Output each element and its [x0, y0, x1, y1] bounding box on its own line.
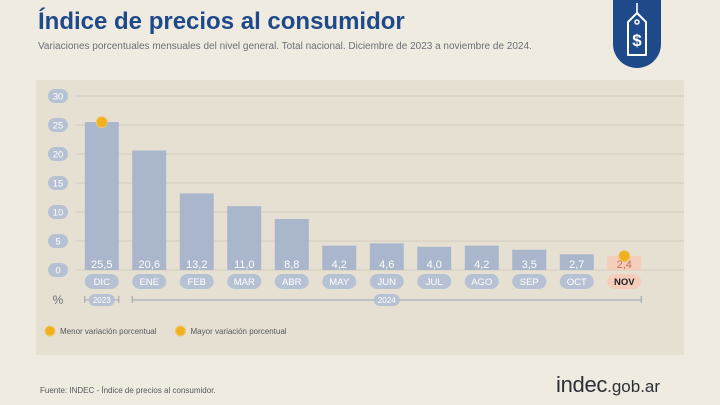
year-label: 2023: [93, 296, 111, 305]
y-tick-pill: [48, 147, 68, 161]
bar-value-label: 25,5: [91, 259, 112, 271]
bar-value-label: 2,4: [617, 259, 632, 271]
category-pill: [369, 274, 404, 289]
bar: [84, 122, 119, 270]
category-pill: [559, 274, 594, 289]
category-label: DIC: [94, 277, 111, 288]
bar: [464, 245, 499, 270]
bar: [512, 249, 547, 270]
bar: [417, 246, 452, 270]
indec-logo: indec.gob.ar: [556, 372, 660, 398]
category-label: OCT: [567, 277, 587, 288]
category-pill: [274, 274, 309, 289]
bar: [179, 193, 214, 270]
category-label: MAY: [329, 277, 350, 288]
source-note: Fuente: INDEC - Índice de precios al con…: [40, 386, 216, 395]
category-label: ABR: [282, 277, 302, 288]
y-tick-pill: [48, 118, 68, 132]
bar-value-label: 8,8: [284, 259, 299, 271]
y-tick-pill: [48, 205, 68, 219]
category-pill: [227, 274, 262, 289]
category-pill: [179, 274, 214, 289]
bar: [227, 206, 262, 270]
bar-value-label: 4,2: [332, 259, 347, 271]
y-axis-unit: %: [53, 293, 64, 307]
svg-text:$: $: [632, 31, 642, 50]
bar: [132, 150, 167, 270]
y-tick-label: 5: [55, 237, 60, 248]
legend-label: Mayor variación porcentual: [191, 327, 287, 336]
bar-chart: 0 5 10 15 20 25 30% 25,5 DIC 20,6 ENE 13,2 FEB 11,0 MA…: [44, 89, 684, 337]
category-label: ENE: [139, 277, 159, 288]
category-label: MAR: [234, 277, 255, 288]
bar-value-label: 13,2: [186, 259, 207, 271]
y-tick-label: 0: [55, 266, 60, 277]
y-tick-label: 25: [53, 121, 64, 132]
bar-value-label: 4,2: [474, 259, 489, 271]
brand-main: indec: [556, 372, 608, 397]
y-tick-label: 10: [53, 208, 64, 219]
category-label: SEP: [520, 277, 539, 288]
bar: [274, 218, 309, 270]
category-pill: [417, 274, 452, 289]
y-tick-pill: [48, 89, 68, 103]
category-label: JUN: [378, 277, 397, 288]
page-title: Índice de precios al consumidor: [38, 8, 405, 35]
legend-marker-min: [44, 325, 56, 337]
chart-panel: 0 5 10 15 20 25 30% 25,5 DIC 20,6 ENE 13,2 FEB 11,0 MA…: [36, 80, 684, 355]
brand-domain: .gob.ar: [607, 377, 661, 396]
bar-value-label: 2,7: [569, 259, 584, 271]
page-subtitle: Variaciones porcentuales mensuales del n…: [38, 41, 532, 52]
bar-value-label: 4,6: [379, 259, 394, 271]
category-pill: [322, 274, 357, 289]
category-pill: [132, 274, 167, 289]
indec-badge: $: [613, 0, 661, 68]
bar-value-label: 4,0: [427, 259, 442, 271]
bar-value-label: 3,5: [522, 259, 537, 271]
bar: [322, 245, 357, 270]
y-tick-label: 20: [53, 150, 64, 161]
year-pill: [373, 294, 400, 306]
year-pill: [88, 294, 115, 306]
y-tick-pill: [48, 176, 68, 190]
category-label: AGO: [471, 277, 492, 288]
bar-value-label: 11,0: [234, 259, 255, 271]
category-label: JUL: [426, 277, 443, 288]
marker-max: [95, 116, 108, 129]
bar: [559, 254, 594, 270]
legend-label: Menor variación porcentual: [60, 327, 157, 336]
category-label: FEB: [188, 277, 206, 288]
bar: [369, 243, 404, 270]
category-label: NOV: [614, 277, 635, 288]
category-pill: [607, 274, 642, 289]
category-pill: [464, 274, 499, 289]
y-tick-label: 15: [53, 179, 64, 190]
marker-min: [618, 250, 631, 263]
legend-marker-max: [175, 325, 186, 337]
bar: [607, 256, 642, 270]
category-pill: [84, 274, 119, 289]
category-pill: [512, 274, 547, 289]
y-tick-label: 30: [53, 92, 64, 103]
y-tick-pill: [48, 234, 68, 248]
y-tick-pill: [48, 263, 68, 277]
price-tag-dollar-icon: $: [627, 3, 647, 56]
bar-value-label: 20,6: [139, 259, 160, 271]
year-label: 2024: [378, 296, 396, 305]
